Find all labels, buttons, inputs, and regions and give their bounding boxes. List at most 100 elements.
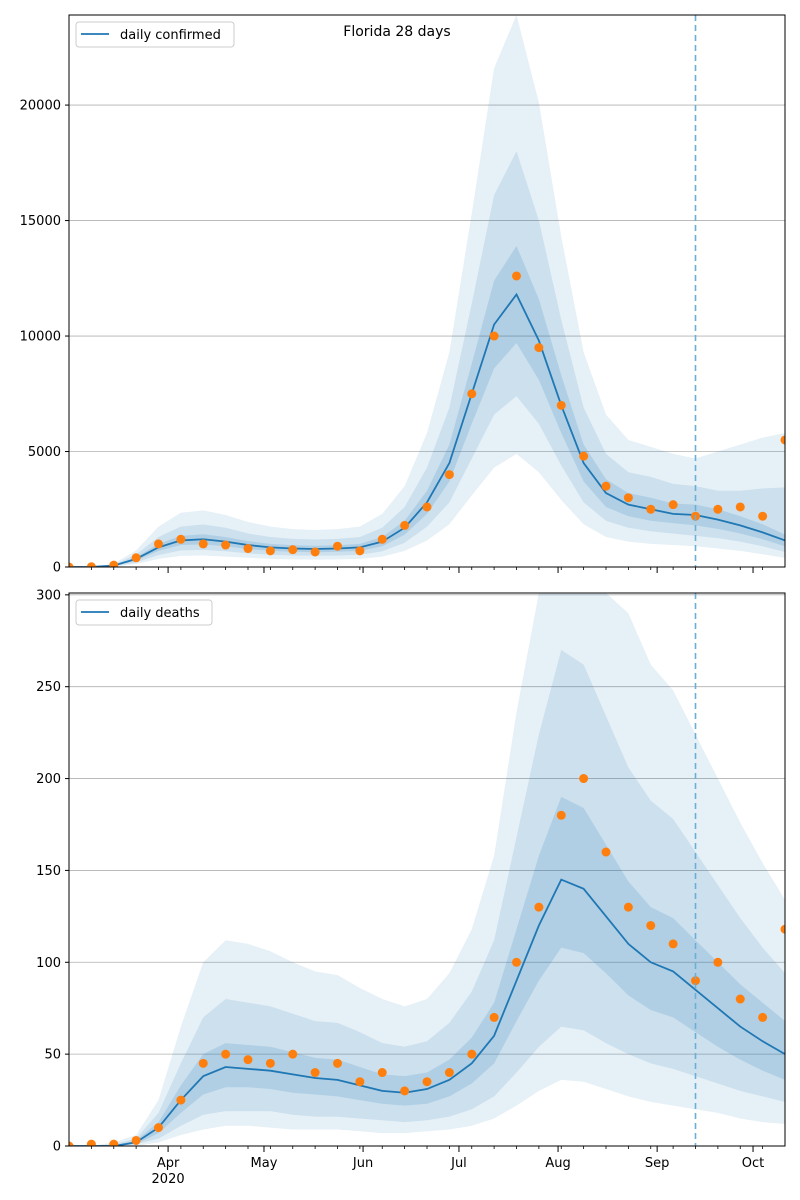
deaths-y-ticks: 0 50 100 150 200 250 300 xyxy=(36,588,69,1155)
observed-point xyxy=(467,389,477,399)
observed-point xyxy=(288,1049,298,1059)
confirmed-chart: 0 5000 10000 15000 20000 Florida 28 days dai… xyxy=(20,14,786,576)
x-tick-label: May xyxy=(251,1156,278,1171)
observed-point xyxy=(333,1058,342,1068)
observed-point xyxy=(467,1049,477,1059)
observed-point xyxy=(131,1135,141,1145)
y-tick-label: 200 xyxy=(36,772,61,787)
observed-point xyxy=(154,1123,163,1133)
observed-point xyxy=(154,539,163,549)
legend-label: daily confirmed xyxy=(120,28,221,43)
y-tick-label: 10000 xyxy=(20,330,61,345)
observed-point xyxy=(735,502,745,512)
observed-point xyxy=(221,540,231,550)
legend-label: daily deaths xyxy=(120,606,200,621)
observed-point xyxy=(601,847,611,857)
observed-point xyxy=(355,1077,365,1087)
observed-point xyxy=(735,994,745,1004)
deaths-grid xyxy=(69,594,785,1055)
legend-box xyxy=(75,599,213,626)
observed-point xyxy=(534,343,544,353)
observed-point xyxy=(579,774,589,784)
observed-point xyxy=(691,976,700,986)
band-80 xyxy=(69,151,785,567)
observed-point xyxy=(646,504,656,514)
y-tick-label: 50 xyxy=(44,1048,61,1063)
chart-title: Florida 28 days xyxy=(343,24,450,40)
confirmed-mean-line-group xyxy=(69,292,785,567)
mean-line xyxy=(69,878,785,1146)
y-tick-label: 100 xyxy=(36,956,61,971)
observed-point xyxy=(489,1012,499,1022)
observed-point xyxy=(601,481,611,491)
observed-point xyxy=(444,1068,454,1078)
confirmed-grid xyxy=(69,104,785,452)
observed-point xyxy=(69,562,74,567)
observed-point xyxy=(668,939,678,949)
observed-point xyxy=(198,1058,208,1068)
y-tick-label: 150 xyxy=(36,864,61,879)
observed-point xyxy=(265,1058,275,1068)
x-tick-label: Jul xyxy=(450,1156,467,1171)
y-tick-label: 5000 xyxy=(28,445,61,460)
observed-point xyxy=(86,562,96,567)
observed-point xyxy=(109,560,119,567)
observed-point xyxy=(377,534,387,544)
deaths-mean-line-group xyxy=(69,878,785,1146)
band-95 xyxy=(69,593,785,1146)
observed-point xyxy=(310,547,320,557)
observed-point xyxy=(556,810,566,820)
observed-point xyxy=(713,957,723,967)
mean-line xyxy=(69,292,785,567)
observed-point xyxy=(198,539,208,549)
observed-point xyxy=(668,500,678,510)
deaths-legend: daily deaths xyxy=(75,599,213,626)
observed-point xyxy=(646,921,656,931)
observed-point xyxy=(512,957,521,967)
y-tick-label: 0 xyxy=(53,1140,61,1155)
observed-point xyxy=(713,504,723,514)
band-95 xyxy=(69,15,785,567)
x-tick-label: Oct xyxy=(742,1156,764,1171)
observed-point xyxy=(333,541,342,551)
confirmed-x-ticks xyxy=(90,567,764,573)
observed-point xyxy=(512,271,521,281)
observed-point xyxy=(758,511,768,521)
y-tick-label: 15000 xyxy=(20,214,61,229)
observed-point xyxy=(579,451,589,461)
x-tick-label: Aug xyxy=(545,1156,570,1171)
observed-point xyxy=(780,924,785,934)
x-tick-label: 2020 xyxy=(152,1172,185,1187)
observed-point xyxy=(131,553,141,563)
observed-point xyxy=(780,435,785,445)
observed-point xyxy=(556,400,566,410)
x-tick-label: Jun xyxy=(352,1156,373,1171)
x-tick-label: Apr xyxy=(157,1156,180,1171)
observed-point xyxy=(623,902,633,912)
y-tick-label: 0 xyxy=(53,561,61,576)
observed-point xyxy=(176,534,186,544)
band-80 xyxy=(69,649,785,1146)
deaths-observed-points xyxy=(69,774,785,1146)
observed-point xyxy=(69,1141,74,1146)
observed-point xyxy=(400,520,410,530)
observed-point xyxy=(489,331,499,341)
observed-point xyxy=(221,1049,231,1059)
observed-point xyxy=(422,502,432,512)
observed-point xyxy=(243,1055,253,1065)
observed-point xyxy=(444,470,454,480)
observed-point xyxy=(623,493,633,503)
observed-point xyxy=(176,1095,186,1105)
observed-point xyxy=(310,1068,320,1078)
x-tick-label: Sep xyxy=(645,1156,670,1171)
observed-point xyxy=(355,546,365,556)
y-tick-label: 20000 xyxy=(20,99,61,114)
observed-point xyxy=(758,1012,768,1022)
observed-point xyxy=(86,1139,96,1146)
observed-point xyxy=(422,1077,432,1087)
confirmed-legend: daily confirmed xyxy=(75,21,235,48)
observed-point xyxy=(243,544,253,554)
observed-point xyxy=(400,1086,410,1096)
